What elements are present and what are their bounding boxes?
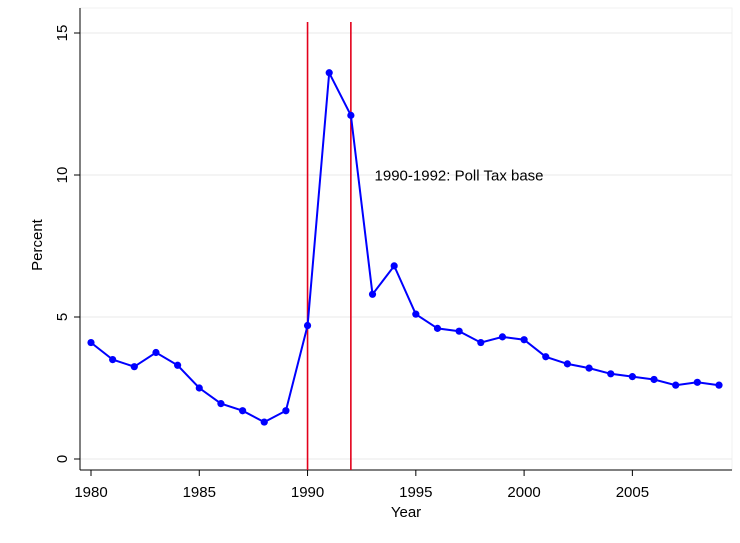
data-point	[347, 111, 355, 119]
series-markers	[87, 69, 723, 426]
y-axis-ticks: 0 5 10 15	[54, 25, 80, 463]
x-tick-label: 1990	[291, 484, 324, 501]
x-tick-label: 1985	[183, 484, 216, 501]
y-tick-label: 10	[54, 167, 71, 184]
x-axis-title: Year	[391, 504, 421, 521]
data-point	[520, 336, 528, 344]
data-point	[455, 327, 463, 335]
grid	[80, 32, 732, 460]
data-point	[325, 69, 333, 77]
data-point	[109, 356, 117, 364]
x-tick-label: 1980	[74, 484, 107, 501]
data-point	[174, 361, 182, 369]
data-point	[412, 310, 420, 318]
data-point	[433, 324, 442, 332]
data-point	[693, 378, 701, 386]
data-point	[477, 338, 485, 347]
data-point	[607, 370, 615, 378]
data-point	[260, 418, 268, 426]
x-tick-label: 1995	[399, 484, 432, 501]
y-tick-label: 5	[54, 313, 71, 321]
data-point	[498, 333, 507, 341]
data-point	[130, 363, 138, 371]
data-point	[628, 373, 636, 381]
data-point	[542, 353, 550, 361]
x-tick-label: 2005	[616, 484, 649, 501]
plot-area	[79, 7, 733, 471]
data-point	[282, 407, 290, 415]
data-point	[195, 384, 203, 392]
data-point	[217, 400, 225, 408]
y-tick-label: 0	[54, 455, 71, 463]
data-point	[390, 262, 398, 270]
data-point	[563, 360, 572, 368]
x-tick-label: 2000	[507, 484, 540, 501]
y-tick-label: 15	[54, 25, 71, 42]
data-point	[715, 381, 723, 389]
series-line	[90, 69, 720, 424]
data-point	[585, 364, 593, 372]
data-point	[672, 381, 680, 389]
x-axis-ticks: 1980 1985 1990 1995 2000 2005	[74, 470, 649, 501]
data-point	[87, 338, 95, 347]
data-point	[650, 375, 658, 384]
annotation-label: 1990-1992: Poll Tax base	[375, 168, 544, 185]
data-point	[303, 321, 312, 330]
data-point	[152, 348, 160, 357]
data-point	[238, 407, 247, 415]
data-point	[368, 290, 377, 298]
reference-lines	[306, 22, 352, 470]
y-axis-title: Percent	[29, 218, 46, 271]
